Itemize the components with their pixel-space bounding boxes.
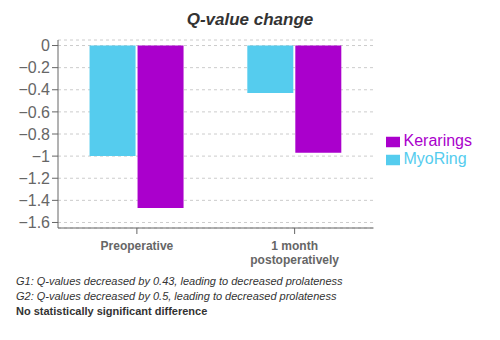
svg-text:1 monthpostoperatively: 1 monthpostoperatively	[250, 239, 339, 267]
svg-text:−0.6: −0.6	[18, 104, 50, 121]
svg-text:−1.2: −1.2	[18, 170, 50, 187]
svg-text:−1: −1	[32, 148, 50, 165]
svg-text:−0.8: −0.8	[18, 126, 50, 143]
svg-text:Preoperative: Preoperative	[101, 239, 174, 253]
svg-text:−1.6: −1.6	[18, 214, 50, 231]
svg-text:−0.2: −0.2	[18, 59, 50, 76]
html-text:Kerarings: Kerarings	[403, 132, 472, 149]
svg-text:−1.4: −1.4	[18, 192, 50, 209]
svg-text:0: 0	[41, 37, 50, 54]
html-text:MyoRing: MyoRing	[403, 150, 467, 167]
html-text:G2: Q-values decreased by 0.5,: G2: Q-values decreased by 0.5, leading t…	[16, 290, 337, 302]
html-text:G1: Q-values decreased by 0.43: G1: Q-values decreased by 0.43, leading …	[16, 275, 343, 287]
svg-text:−0.4: −0.4	[18, 81, 50, 98]
html-text:No statistically significant d: No statistically significant difference	[16, 305, 208, 317]
html-text:Q-value change: Q-value change	[186, 10, 314, 29]
